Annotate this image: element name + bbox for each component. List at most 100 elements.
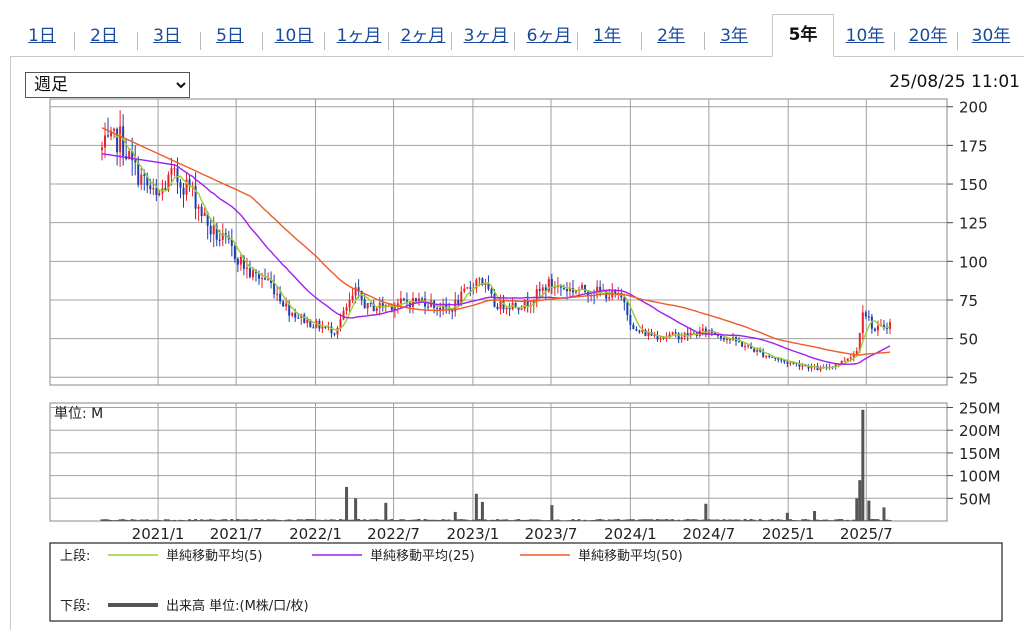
volume-bar bbox=[517, 519, 521, 521]
candle-body bbox=[185, 179, 188, 195]
tab-7[interactable]: 2ヶ月 bbox=[400, 26, 446, 46]
x-tick-label: 2022/7 bbox=[367, 525, 420, 543]
volume-bar bbox=[163, 519, 167, 521]
candle-body bbox=[261, 278, 264, 280]
tab-3[interactable]: 3日 bbox=[153, 26, 181, 46]
tab-14[interactable]: 10年 bbox=[845, 26, 885, 46]
volume-bar bbox=[447, 519, 451, 521]
volume-bar bbox=[402, 519, 406, 521]
volume-bar bbox=[643, 519, 647, 521]
candle-body bbox=[873, 328, 876, 331]
candle-body bbox=[741, 342, 744, 347]
volume-bar bbox=[568, 520, 572, 521]
tab-13[interactable]: 5年 bbox=[772, 14, 834, 57]
candle-body bbox=[626, 302, 629, 315]
candle-body bbox=[279, 293, 282, 302]
candle-body bbox=[553, 287, 556, 289]
volume-bar bbox=[254, 519, 258, 521]
volume-bar bbox=[450, 520, 454, 521]
candle-body bbox=[852, 353, 855, 358]
candle-body bbox=[354, 287, 357, 296]
price-ytick-label: 25 bbox=[959, 369, 978, 387]
volume-bar bbox=[335, 520, 339, 521]
tab-4[interactable]: 5日 bbox=[216, 26, 244, 46]
candle-body bbox=[858, 333, 861, 352]
volume-bar bbox=[175, 520, 179, 521]
tab-1[interactable]: 1日 bbox=[28, 26, 56, 46]
volume-bar bbox=[713, 519, 717, 521]
volume-bar bbox=[345, 486, 349, 521]
volume-bar bbox=[813, 511, 817, 521]
candle-body bbox=[324, 326, 327, 328]
candle-body bbox=[131, 151, 134, 161]
candle-body bbox=[584, 284, 587, 292]
volume-bar bbox=[577, 519, 581, 521]
volume-bar bbox=[571, 519, 575, 521]
volume-ytick-label: 50M bbox=[959, 490, 991, 508]
tab-separator bbox=[74, 32, 75, 50]
candle-body bbox=[834, 364, 837, 367]
tab-12[interactable]: 3年 bbox=[720, 26, 748, 46]
tab-5[interactable]: 10日 bbox=[274, 26, 314, 46]
volume-bar bbox=[414, 519, 418, 521]
volume-bar bbox=[870, 518, 874, 521]
volume-bar bbox=[794, 520, 798, 521]
volume-bar bbox=[888, 520, 892, 521]
candle-body bbox=[251, 270, 254, 278]
volume-bar bbox=[112, 520, 116, 521]
volume-bar bbox=[538, 519, 542, 521]
tab-11[interactable]: 2年 bbox=[657, 26, 685, 46]
volume-bar bbox=[586, 520, 590, 521]
volume-bar bbox=[206, 519, 210, 521]
tab-2[interactable]: 2日 bbox=[90, 26, 118, 46]
tab-15[interactable]: 20年 bbox=[908, 26, 948, 46]
candle-body bbox=[575, 290, 578, 293]
volume-bar bbox=[622, 519, 626, 521]
volume-bar bbox=[616, 518, 620, 521]
candle-body bbox=[738, 341, 741, 343]
candle-body bbox=[158, 193, 161, 195]
candle-body bbox=[801, 365, 804, 367]
volume-bar bbox=[855, 498, 859, 521]
volume-bar bbox=[354, 498, 358, 521]
volume-bar bbox=[182, 520, 186, 521]
x-tick-label: 2024/1 bbox=[604, 525, 657, 543]
candle-body bbox=[499, 299, 502, 310]
tab-10[interactable]: 1年 bbox=[593, 26, 621, 46]
tab-6[interactable]: 1ヶ月 bbox=[336, 26, 382, 46]
tab-8[interactable]: 3ヶ月 bbox=[463, 26, 509, 46]
candle-body bbox=[312, 327, 315, 329]
volume-bar bbox=[372, 519, 376, 521]
candle-body bbox=[188, 179, 191, 187]
candle-body bbox=[656, 335, 659, 340]
volume-bar bbox=[529, 519, 533, 521]
candle-body bbox=[134, 160, 137, 163]
volume-bar bbox=[701, 519, 705, 521]
candle-body bbox=[798, 363, 801, 367]
candle-body bbox=[496, 306, 499, 310]
tab-16[interactable]: 30年 bbox=[971, 26, 1011, 46]
candle-body bbox=[245, 267, 248, 269]
volume-bar bbox=[351, 519, 355, 521]
volume-bar bbox=[547, 520, 551, 521]
volume-bar bbox=[800, 519, 804, 521]
volume-bar bbox=[496, 519, 500, 521]
candle-body bbox=[520, 308, 523, 310]
volume-bar bbox=[456, 519, 460, 521]
volume-bar bbox=[758, 519, 762, 521]
candle-body bbox=[565, 289, 568, 292]
candle-body bbox=[463, 288, 466, 292]
candle-body bbox=[393, 306, 396, 310]
candle-period-select[interactable]: 週足 bbox=[25, 72, 190, 98]
volume-bar bbox=[746, 519, 750, 521]
volume-bar bbox=[429, 519, 433, 521]
candle-body bbox=[396, 303, 399, 307]
volume-bar bbox=[133, 519, 137, 521]
volume-bar bbox=[837, 519, 841, 521]
volume-bar bbox=[169, 520, 173, 521]
volume-bar bbox=[393, 520, 397, 521]
tab-9[interactable]: 6ヶ月 bbox=[526, 26, 572, 46]
candle-body bbox=[421, 298, 424, 300]
candle-body bbox=[475, 279, 478, 289]
volume-bar bbox=[782, 520, 786, 521]
